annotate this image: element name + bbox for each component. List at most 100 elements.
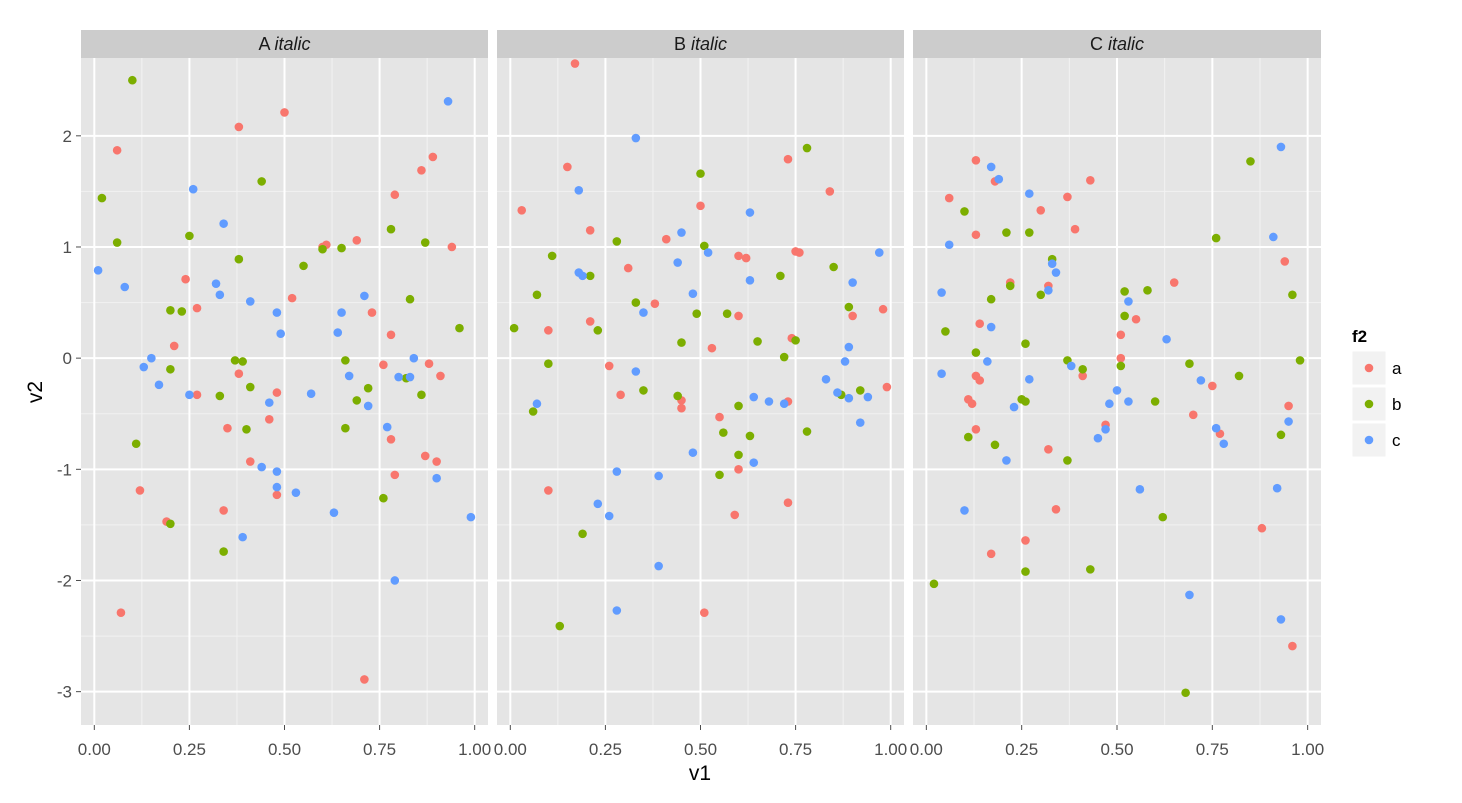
data-point-c	[612, 606, 622, 615]
data-point-c	[188, 184, 198, 194]
data-point-a	[734, 251, 743, 261]
data-point-c	[272, 482, 282, 492]
data-point-b	[745, 431, 755, 441]
data-point-c	[185, 390, 194, 400]
data-point-a	[424, 359, 434, 369]
data-point-b	[941, 327, 950, 336]
data-point-c	[1024, 374, 1034, 384]
x-tick-label: 1.00	[1291, 740, 1324, 759]
data-point-a	[1257, 523, 1267, 533]
data-point-a	[650, 299, 660, 308]
data-point-b	[1288, 290, 1297, 300]
legend-title: f2	[1352, 327, 1367, 346]
data-point-c	[257, 462, 266, 472]
data-point-b	[779, 352, 789, 362]
data-point-a	[234, 122, 244, 132]
facet-strip	[913, 30, 1321, 58]
data-point-a	[544, 486, 553, 495]
data-point-c	[639, 308, 648, 317]
data-point-c	[382, 422, 392, 432]
data-point-a	[971, 424, 981, 434]
data-point-b	[417, 390, 426, 400]
data-point-a	[386, 435, 396, 444]
data-point-c	[677, 228, 686, 237]
y-tick-label: -1	[57, 460, 72, 479]
data-point-a	[517, 205, 527, 215]
data-point-c	[593, 499, 603, 509]
data-point-b	[585, 271, 595, 281]
data-point-a	[420, 451, 430, 461]
y-tick-labels: -3 -2 -1 0 1 2	[57, 127, 81, 702]
data-point-b	[509, 323, 519, 333]
x-tick-label: 0.00	[910, 740, 943, 759]
data-point-b	[234, 254, 244, 264]
data-point-c	[1066, 361, 1076, 371]
data-point-b	[166, 519, 175, 529]
data-point-a	[280, 108, 289, 117]
data-point-b	[612, 237, 622, 246]
data-point-c	[211, 279, 221, 288]
data-point-c	[276, 329, 285, 338]
data-point-c	[578, 271, 587, 281]
x-tick-label: 0.75	[363, 740, 396, 759]
data-point-b	[700, 241, 709, 251]
data-point-b	[593, 326, 603, 335]
data-point-b	[363, 383, 373, 393]
data-point-c	[333, 328, 343, 337]
x-tick-label: 0.50	[268, 740, 301, 759]
legend-key-c: c	[1351, 422, 1401, 458]
data-point-a	[944, 193, 954, 203]
data-point-b	[1005, 281, 1015, 291]
data-point-b	[544, 359, 553, 369]
data-point-a	[1078, 371, 1087, 381]
legend-label: c	[1392, 431, 1401, 450]
data-point-a	[447, 242, 457, 252]
data-point-b	[929, 579, 939, 589]
data-point-b	[1181, 688, 1190, 698]
data-point-b	[734, 450, 743, 460]
data-point-c	[154, 380, 164, 390]
data-point-b	[719, 428, 728, 437]
data-point-c	[604, 511, 614, 521]
legend-label: b	[1392, 395, 1401, 414]
data-point-c	[654, 561, 663, 571]
facet-strip-label: C italic	[1090, 34, 1144, 54]
data-point-b	[1295, 356, 1305, 365]
facet-panels: A italic B italic C italic	[81, 30, 1321, 725]
data-point-b	[1276, 430, 1286, 440]
data-point-b	[753, 337, 762, 346]
data-point-b	[215, 391, 225, 401]
data-point-b	[1078, 364, 1087, 374]
data-point-c	[1162, 334, 1171, 344]
data-point-b	[131, 439, 141, 449]
data-point-b	[166, 364, 175, 374]
data-point-b	[776, 271, 785, 281]
data-point-c	[394, 372, 403, 382]
data-point-a	[734, 465, 743, 474]
facet-panel: B italic	[497, 30, 904, 725]
data-point-a	[234, 369, 244, 379]
data-point-b	[802, 143, 812, 153]
data-point-c	[291, 488, 301, 497]
data-point-c	[1124, 397, 1133, 406]
data-point-a	[971, 155, 981, 165]
data-point-c	[1135, 485, 1145, 494]
data-point-a	[116, 608, 126, 618]
data-point-a	[1280, 257, 1290, 266]
data-point-b	[677, 338, 686, 347]
data-point-a	[783, 498, 793, 507]
data-point-c	[986, 322, 996, 332]
data-point-b	[299, 261, 308, 271]
x-tick-label: 0.75	[779, 740, 812, 759]
data-point-b	[257, 177, 266, 186]
data-point-c	[432, 473, 441, 483]
data-point-a	[616, 390, 625, 400]
data-point-c	[863, 392, 873, 402]
data-point-c	[749, 458, 759, 467]
data-point-b	[230, 356, 240, 365]
data-point-a	[219, 506, 228, 515]
data-point-c	[844, 342, 854, 352]
data-point-c	[360, 291, 369, 301]
data-point-b	[1150, 397, 1160, 406]
